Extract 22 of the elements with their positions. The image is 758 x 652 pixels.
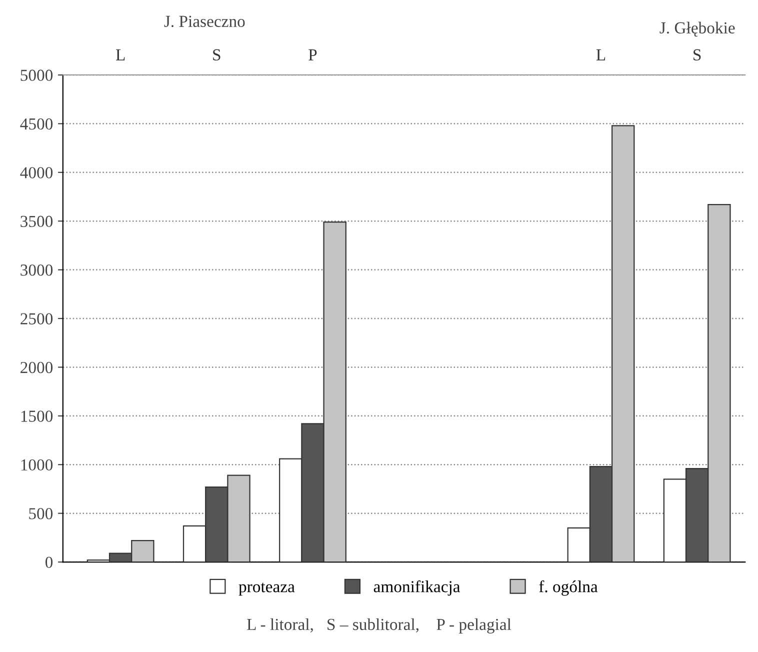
legend-label: proteaza [238, 582, 295, 596]
x-tick-label: L [596, 49, 606, 60]
text: J. Piaseczno [164, 16, 245, 28]
text: L - litoral, S – sublitoral, P - pelagial [247, 618, 512, 634]
legend-label: f. ogólna [539, 580, 598, 596]
y-tick-label: 3000 [20, 264, 53, 276]
y-tick-label: 2000 [20, 362, 53, 374]
y-tick-label: 500 [29, 508, 53, 520]
x-tick-label: S [694, 49, 701, 60]
text: J. Głębokie [660, 22, 735, 37]
y-tick-label: 2500 [20, 313, 53, 324]
y-tick-label: 1000 [21, 459, 53, 471]
y-tick-label: 5000 [20, 70, 53, 81]
x-tick-label: S [213, 49, 220, 60]
y-tick-label: 4000 [20, 167, 53, 178]
legend-label: amonifikacja [374, 580, 460, 596]
y-tick-label: 0 [45, 556, 53, 568]
x-tick-label: L [116, 49, 125, 60]
y-tick-label: 4500 [20, 118, 53, 130]
y-tick-label: 1500 [21, 410, 53, 422]
x-tick-label: P [308, 49, 317, 60]
y-tick-label: 3500 [20, 216, 53, 228]
